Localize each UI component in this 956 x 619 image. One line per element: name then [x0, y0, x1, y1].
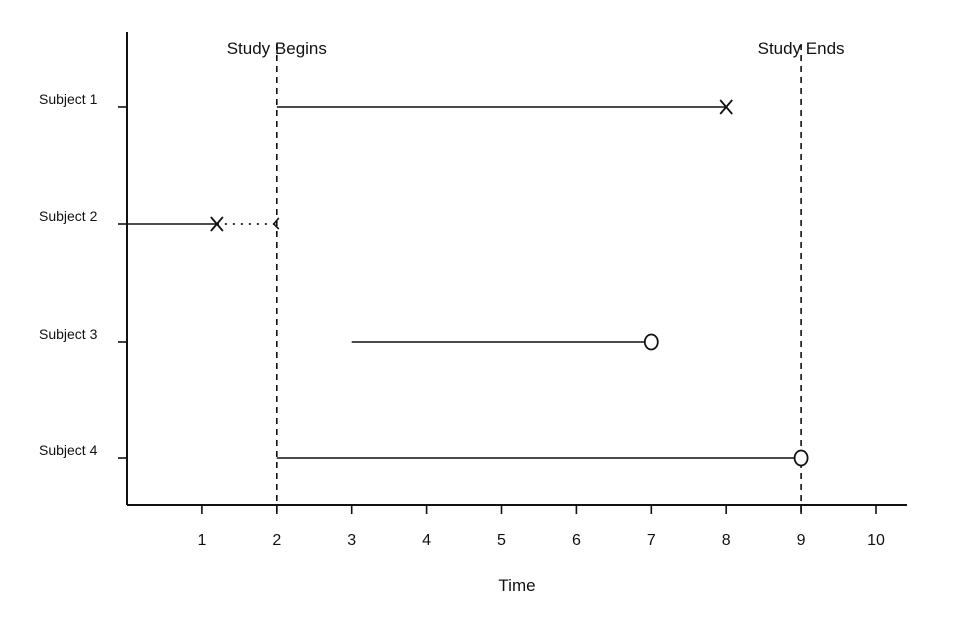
event-x-marker — [210, 216, 224, 232]
x-tick-label: 3 — [347, 532, 356, 549]
x-tick-label: 7 — [647, 532, 656, 549]
event-x-stroke — [719, 99, 733, 115]
reference-lines-layer: Study Begins Study Ends — [227, 39, 845, 517]
subject-timelines-layer: Subject 1 Subject 2 Subject 3 Subject 4 — [39, 91, 809, 467]
x-axis-title: Time — [498, 576, 535, 595]
x-tick-label: 1 — [197, 532, 206, 549]
axes-layer — [126, 32, 907, 506]
event-x-stroke — [210, 216, 224, 232]
x-ticks-layer: 1 2 3 4 5 6 7 8 9 10 — [197, 505, 885, 549]
study-ends-label: Study Ends — [758, 39, 845, 58]
event-x-marker — [719, 99, 733, 115]
x-tick-label: 2 — [272, 532, 281, 549]
x-tick-label: 9 — [797, 532, 806, 549]
x-tick-label: 6 — [572, 532, 581, 549]
subject-label: Subject 1 — [39, 91, 98, 107]
censored-o-marker — [643, 333, 659, 351]
subject-label: Subject 4 — [39, 442, 98, 458]
entry-marker — [272, 217, 280, 230]
x-tick-label: 4 — [422, 532, 431, 549]
subject-label: Subject 3 — [39, 326, 98, 342]
study-begins-label: Study Begins — [227, 39, 327, 58]
censored-o-marker — [793, 449, 809, 467]
x-tick-label: 10 — [867, 532, 885, 549]
x-tick-label: 8 — [722, 532, 731, 549]
subject-label: Subject 2 — [39, 208, 98, 224]
x-tick-label: 5 — [497, 532, 506, 549]
